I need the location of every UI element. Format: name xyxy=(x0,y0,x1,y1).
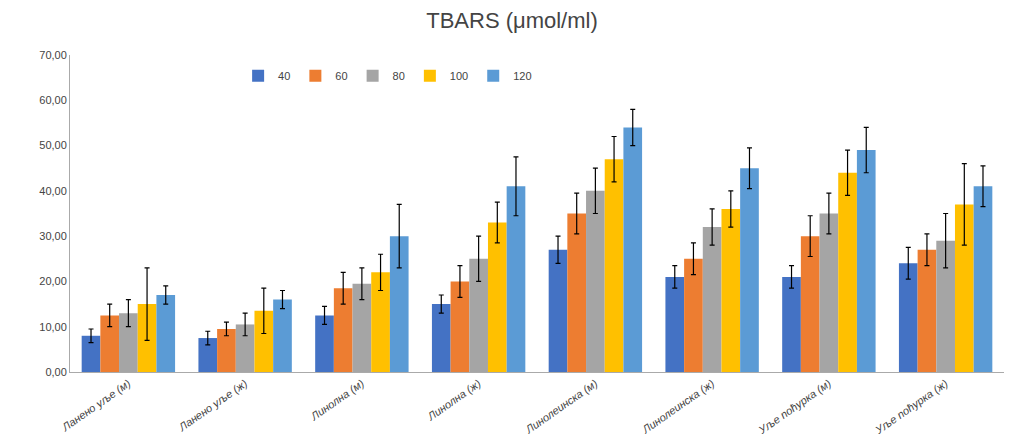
svg-text:Уље noћурка (м): Уље noћурка (м) xyxy=(756,377,834,437)
svg-text:Ланено уље (м): Ланено уље (м) xyxy=(59,377,133,434)
svg-text:80: 80 xyxy=(393,70,405,82)
svg-text:120: 120 xyxy=(513,70,531,82)
svg-text:Линолна (м): Линолна (м) xyxy=(308,377,367,423)
svg-text:Ланено уље (ж): Ланено уље (ж) xyxy=(176,377,250,434)
svg-text:70,00: 70,00 xyxy=(39,49,67,61)
svg-text:Линолна (ж): Линолна (ж) xyxy=(425,377,484,423)
svg-text:40: 40 xyxy=(278,70,290,82)
svg-text:Линолеинска (ж): Линолеинска (ж) xyxy=(639,377,716,436)
svg-text:30,00: 30,00 xyxy=(39,230,67,242)
svg-text:100: 100 xyxy=(450,70,468,82)
svg-text:60: 60 xyxy=(335,70,347,82)
svg-text:Линолеинска (м): Линолеинска (м) xyxy=(522,377,599,436)
svg-text:20,00: 20,00 xyxy=(39,275,67,287)
svg-text:40,00: 40,00 xyxy=(39,185,67,197)
svg-text:10,00: 10,00 xyxy=(39,321,67,333)
svg-text:50,00: 50,00 xyxy=(39,139,67,151)
svg-text:60,00: 60,00 xyxy=(39,94,67,106)
svg-text:0,00: 0,00 xyxy=(45,366,66,378)
svg-text:TBARS (μmol/ml): TBARS (μmol/ml) xyxy=(426,8,598,33)
svg-text:Уље noћурка (ж): Уље noћурка (ж) xyxy=(872,377,950,437)
